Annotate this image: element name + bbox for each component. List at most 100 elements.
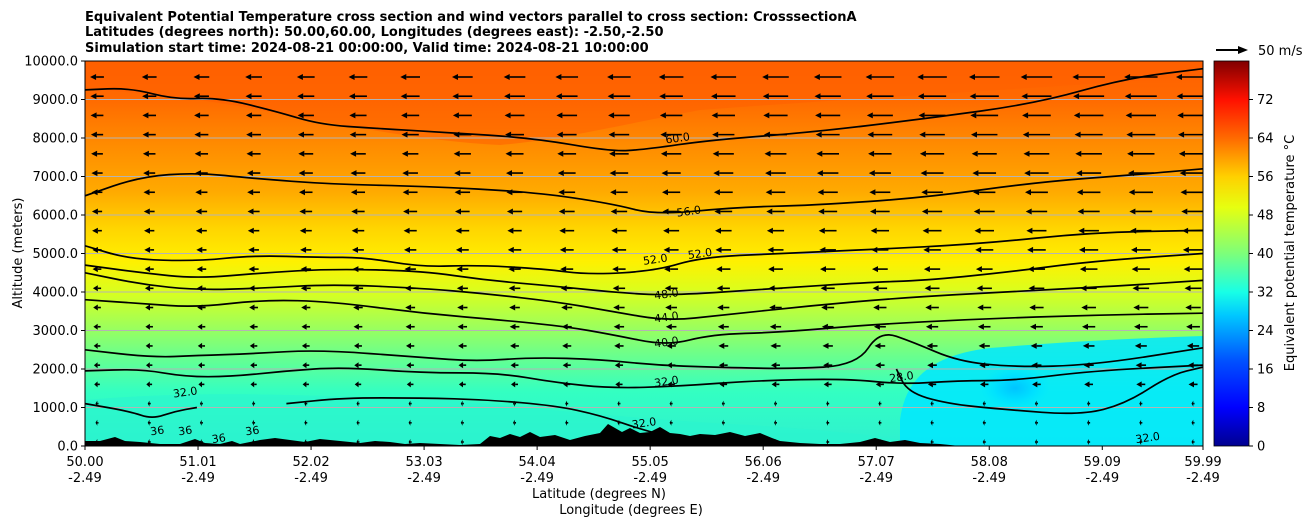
wind-vector-head <box>818 227 825 234</box>
wind-vector-head <box>92 266 98 273</box>
x-tick-label-lat: 51.01 <box>179 455 216 470</box>
wind-vector-head <box>351 227 358 234</box>
wind-vector-head <box>248 266 255 273</box>
wind-vector-head <box>90 74 97 80</box>
contour-28 <box>895 366 1203 415</box>
wind-vector-head <box>144 227 150 234</box>
wind-vector-head <box>1191 419 1194 426</box>
colorbar-tick-label: 56 <box>1257 170 1274 185</box>
wind-vector-head <box>298 131 304 138</box>
upper-warm-region <box>85 61 1203 145</box>
wind-vector-head <box>402 189 409 196</box>
wind-vector-head <box>1022 112 1029 119</box>
wind-vector-head <box>715 246 722 253</box>
contour-label: 36 <box>177 424 193 439</box>
wind-vector-head <box>250 381 255 388</box>
wind-vector-head <box>1021 93 1028 100</box>
quiver-key-arrowhead <box>1238 46 1248 54</box>
wind-vector-head <box>1082 323 1088 330</box>
wind-vector-head <box>141 74 148 80</box>
wind-vector-head <box>927 362 933 369</box>
wind-vector-head <box>555 93 562 100</box>
wind-vector-head <box>768 266 775 273</box>
wind-vector-head <box>816 150 823 157</box>
colorbar-label: Equivalent potential temperature °C <box>1283 135 1298 371</box>
wind-vector-head <box>660 131 667 138</box>
wind-vector-head <box>664 266 671 273</box>
wind-vector-head <box>193 74 200 80</box>
wind-vector-head <box>925 304 932 311</box>
wind-vector-head <box>198 362 202 369</box>
wind-vector-head <box>1179 170 1186 177</box>
wind-vector-head <box>565 419 567 426</box>
wind-vector-head <box>878 419 881 426</box>
wind-vector-head <box>774 400 776 407</box>
wind-vector-head <box>874 342 881 349</box>
wind-vector-head <box>873 304 880 311</box>
wind-vector-head <box>607 74 614 80</box>
y-tick-label: 8000.0 <box>33 132 79 147</box>
wind-vector-head <box>763 112 770 119</box>
wind-vector-head <box>93 304 98 311</box>
wind-vector-head <box>612 266 619 273</box>
wind-vector-head <box>245 74 252 80</box>
y-tick-label: 5000.0 <box>33 247 79 262</box>
wind-vector-head <box>975 266 982 273</box>
wind-vector-head <box>669 419 672 426</box>
wind-vector-head <box>982 419 985 426</box>
wind-vector-head <box>1191 439 1194 445</box>
wind-vector-head <box>91 208 98 215</box>
colorbar-tick-label: 64 <box>1257 132 1274 147</box>
wind-vector-head <box>561 304 568 311</box>
wind-vector-head <box>1076 189 1083 196</box>
contour-60 <box>85 67 1203 152</box>
wind-vector-head <box>1073 93 1080 100</box>
wind-vector-head <box>1185 304 1192 311</box>
wind-vector-head <box>826 400 828 407</box>
contour-48 <box>85 252 1203 296</box>
wind-vector-head <box>982 439 985 445</box>
wind-vector-head <box>1079 266 1086 273</box>
wind-vector-head <box>926 342 933 349</box>
wind-vector-head <box>301 323 307 330</box>
y-axis: 0.0 1000.0 2000.0 3000.0 4000.0 5000.0 6000.0 7… <box>24 55 85 455</box>
wind-vector-head <box>504 93 511 100</box>
wind-vector-head <box>924 285 931 292</box>
wind-vector-head <box>198 381 202 388</box>
wind-vector-head <box>822 342 829 349</box>
wind-vector-head <box>455 208 461 215</box>
contour-label: 32.0 <box>631 415 657 431</box>
wind-vector-head <box>970 112 977 119</box>
wind-vector-head <box>712 150 719 157</box>
x-tick-label-lon: -2.49 <box>1186 471 1220 486</box>
wind-vector-head <box>971 131 977 138</box>
wind-vector-head <box>246 131 253 138</box>
wind-vector-head <box>716 285 723 292</box>
wind-vector-head <box>917 93 924 100</box>
wind-vector-head <box>975 246 982 253</box>
contour-label: 48.0 <box>653 286 679 302</box>
wind-vector-head <box>300 246 307 253</box>
contour-label: 36 <box>245 424 261 439</box>
x-tick-label-lat: 52.02 <box>292 455 329 470</box>
wind-vector-head <box>1176 93 1183 100</box>
wind-vector-head <box>617 400 620 407</box>
wind-vector-head <box>248 246 255 253</box>
wind-vector-head <box>1133 304 1140 311</box>
wind-vector-head <box>559 227 566 234</box>
wind-vector-head <box>247 227 254 234</box>
wind-vector-head <box>197 323 203 330</box>
x-tick-label-lon: -2.49 <box>68 471 102 486</box>
contour-44 <box>85 271 1203 320</box>
contour-36 <box>85 333 1203 370</box>
wind-vector-head <box>560 266 567 273</box>
wind-vector-head <box>1139 419 1142 426</box>
wind-vector-head <box>249 323 255 330</box>
x-tick-label-lon: -2.49 <box>633 471 667 486</box>
wind-vector-head <box>197 342 203 349</box>
wind-vector-head <box>1188 381 1194 388</box>
wind-vector-head <box>1032 381 1038 388</box>
wind-vector-head <box>1178 150 1185 157</box>
colorbar-tick-label: 32 <box>1257 286 1274 301</box>
